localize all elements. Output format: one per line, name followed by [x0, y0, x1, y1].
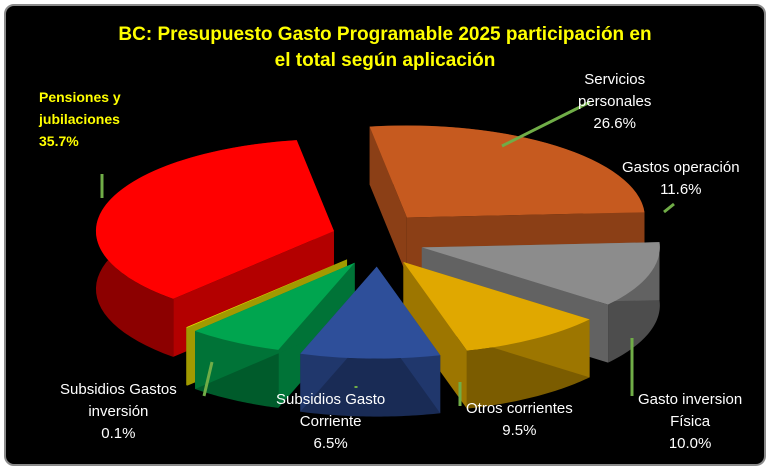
- chart-title-line-1: BC: Presupuesto Gasto Programable 2025 p…: [118, 24, 652, 45]
- label-gasto-inversion-fisica: Gasto inversion Física 10.0%: [638, 391, 743, 452]
- label-otros-corrientes: Otros corrientes 9.5%: [466, 400, 573, 439]
- pie-chart: [95, 100, 675, 417]
- label-subsidios-inversion: Subsidios Gastos inversión 0.1%: [60, 381, 177, 442]
- chart-title-line-2: el total según aplicación: [274, 50, 496, 71]
- label-gastos-operacion: Gastos operación 11.6%: [622, 159, 740, 198]
- label-pensiones: Pensiones y jubilaciones 35.7%: [39, 89, 121, 149]
- pie-slice-gastos-op: [421, 242, 660, 363]
- pie-slice-subsidios-corriente: [195, 262, 355, 408]
- pie-slice-inversion-fisica: [403, 262, 590, 409]
- leader-line-gastos-op: [663, 202, 675, 214]
- label-subsidios-corriente: Subsidios Gasto Corriente 6.5%: [276, 391, 386, 452]
- chart-frame: BC: Presupuesto Gasto Programable 2025 p…: [4, 4, 766, 466]
- leader-line-servicios: [501, 100, 591, 148]
- leader-line-subsidios-inversion: [202, 361, 214, 397]
- label-servicios: Servicios personales 26.6%: [578, 71, 652, 132]
- pie-slice-otros: [300, 266, 441, 417]
